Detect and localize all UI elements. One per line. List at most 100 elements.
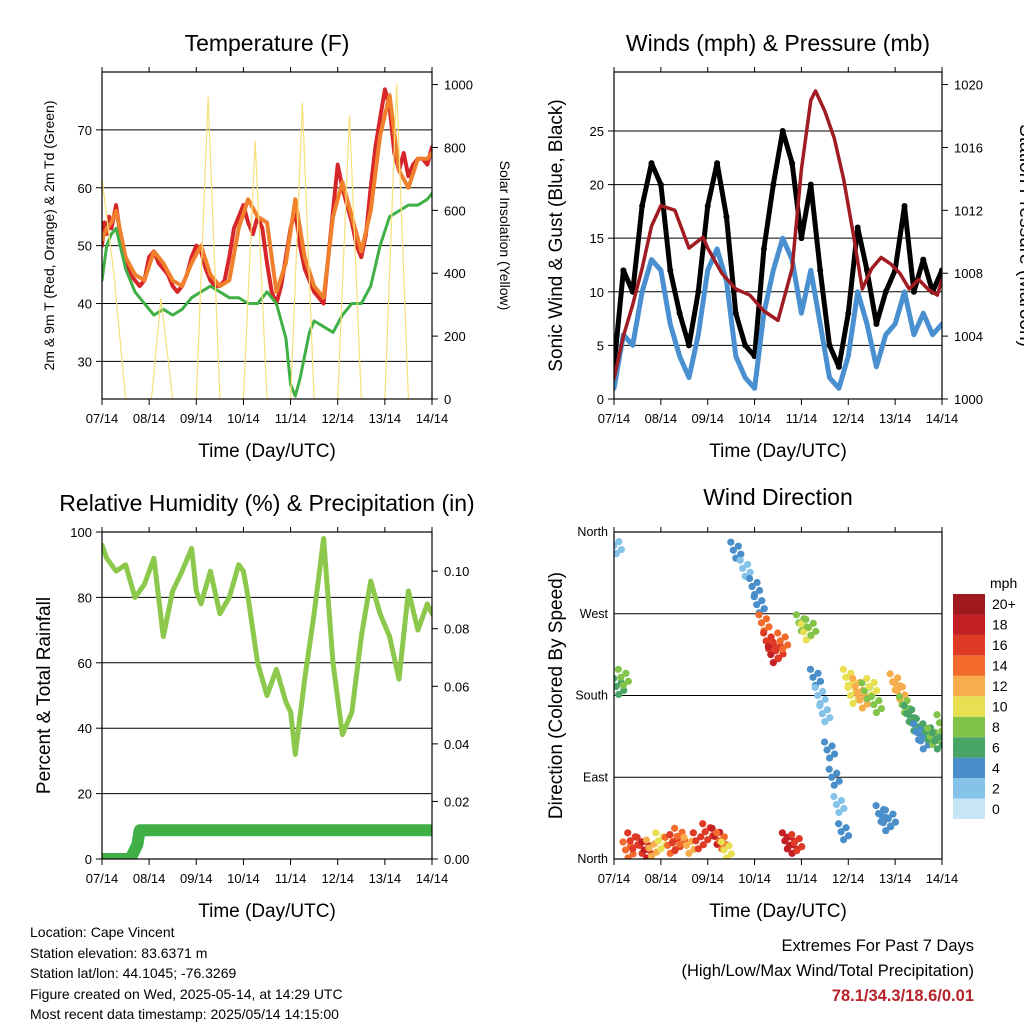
direction-point bbox=[856, 696, 864, 704]
direction-point bbox=[886, 670, 894, 678]
y-tick-label: 10 bbox=[590, 285, 604, 300]
series-2m-temperature bbox=[102, 87, 432, 306]
y-axis-label: Sonic Wind & Gust (Blue, Black) bbox=[546, 99, 567, 371]
chart-panel-4: Wind Direction North East South West North 07/… bbox=[546, 484, 1017, 922]
gust-point bbox=[667, 267, 674, 274]
legend-swatch bbox=[953, 614, 985, 635]
direction-point bbox=[792, 611, 801, 619]
direction-point bbox=[685, 849, 693, 857]
direction-point bbox=[717, 838, 726, 846]
direction-point bbox=[614, 550, 620, 558]
direction-point bbox=[936, 733, 942, 741]
gust-point bbox=[873, 320, 880, 327]
chart-title: Winds (mph) & Pressure (mb) bbox=[626, 30, 930, 56]
legend-swatch bbox=[953, 696, 985, 717]
direction-point bbox=[823, 746, 831, 754]
direction-point bbox=[750, 593, 758, 601]
direction-point bbox=[778, 829, 786, 837]
series-gust bbox=[614, 128, 942, 370]
gust-point bbox=[910, 288, 917, 295]
y2-tick-label: 0.04 bbox=[444, 737, 469, 752]
direction-point bbox=[821, 695, 829, 704]
extremes-box: Extremes For Past 7 Days (High/Low/Max W… bbox=[681, 934, 974, 1009]
chart-title: Temperature (F) bbox=[185, 30, 350, 56]
legend-label: 14 bbox=[992, 658, 1008, 674]
direction-point bbox=[898, 683, 906, 691]
direction-point bbox=[755, 611, 763, 619]
direction-point bbox=[760, 605, 768, 613]
y-tick-label: 100 bbox=[70, 525, 92, 540]
direction-point bbox=[884, 814, 892, 822]
direction-point bbox=[832, 800, 841, 809]
direction-point bbox=[835, 777, 843, 785]
chart-title: Wind Direction bbox=[703, 484, 853, 510]
plot-area bbox=[102, 536, 432, 859]
legend-label: 2 bbox=[992, 780, 1000, 796]
y-tick-label: South bbox=[575, 689, 608, 703]
direction-point bbox=[860, 687, 869, 695]
direction-point bbox=[699, 841, 707, 849]
x-tick-label: 13/14 bbox=[369, 871, 402, 886]
x-tick-label: 10/14 bbox=[227, 411, 260, 426]
direction-point bbox=[620, 686, 628, 695]
x-tick-label: 09/14 bbox=[180, 411, 213, 426]
direction-point bbox=[928, 729, 936, 737]
x-tick-label: 10/14 bbox=[227, 871, 260, 886]
direction-point bbox=[765, 623, 773, 631]
y-tick-label: 40 bbox=[78, 721, 92, 736]
direction-point bbox=[744, 560, 752, 568]
direction-point bbox=[830, 781, 838, 789]
direction-point bbox=[931, 737, 939, 745]
direction-point bbox=[745, 574, 754, 583]
x-tick-label: 14/14 bbox=[926, 871, 959, 886]
y-tick-label: 80 bbox=[78, 590, 92, 605]
direction-point bbox=[617, 673, 625, 681]
direction-point bbox=[802, 615, 810, 623]
legend-swatch bbox=[953, 655, 985, 676]
direction-point bbox=[851, 682, 859, 691]
direction-point bbox=[626, 837, 634, 845]
direction-point bbox=[654, 837, 662, 845]
direction-point bbox=[694, 845, 702, 853]
direction-point bbox=[757, 619, 766, 627]
x-tick-label: 14/14 bbox=[416, 871, 449, 886]
x-tick-label: 07/14 bbox=[598, 411, 631, 426]
series-wind bbox=[614, 235, 942, 391]
direction-point bbox=[673, 832, 681, 840]
gust-point bbox=[648, 160, 655, 167]
x-tick-label: 12/14 bbox=[832, 411, 865, 426]
direction-point bbox=[895, 692, 904, 701]
direction-point bbox=[917, 737, 925, 745]
gust-point bbox=[714, 160, 721, 167]
direction-point bbox=[816, 677, 825, 685]
gust-point bbox=[807, 181, 814, 188]
gust-point bbox=[939, 267, 942, 274]
y2-tick-label: 600 bbox=[444, 203, 466, 218]
direction-point bbox=[886, 822, 895, 830]
direction-point bbox=[652, 829, 660, 837]
direction-point bbox=[849, 699, 857, 708]
legend-swatch bbox=[953, 798, 985, 819]
direction-point bbox=[809, 673, 817, 681]
direction-point bbox=[863, 700, 871, 708]
direction-point bbox=[779, 645, 787, 653]
x-tick-label: 08/14 bbox=[133, 411, 166, 426]
direction-point bbox=[828, 742, 836, 750]
direction-point bbox=[725, 842, 733, 850]
direction-point bbox=[870, 700, 878, 709]
direction-point bbox=[624, 829, 632, 837]
direction-point bbox=[882, 827, 890, 835]
direction-point bbox=[802, 636, 810, 644]
direction-point bbox=[872, 801, 880, 810]
direction-point bbox=[837, 828, 845, 836]
direction-point bbox=[863, 674, 871, 683]
direction-point bbox=[615, 690, 623, 699]
direction-point bbox=[753, 578, 761, 587]
y2-tick-label: 0.10 bbox=[444, 564, 469, 579]
extremes-title: Extremes For Past 7 Days bbox=[781, 937, 974, 955]
plot-area bbox=[614, 535, 942, 859]
y-tick-label: 60 bbox=[78, 181, 92, 196]
direction-point bbox=[844, 683, 852, 692]
direction-point bbox=[755, 586, 764, 595]
x-axis-label: Time (Day/UTC) bbox=[198, 901, 336, 922]
